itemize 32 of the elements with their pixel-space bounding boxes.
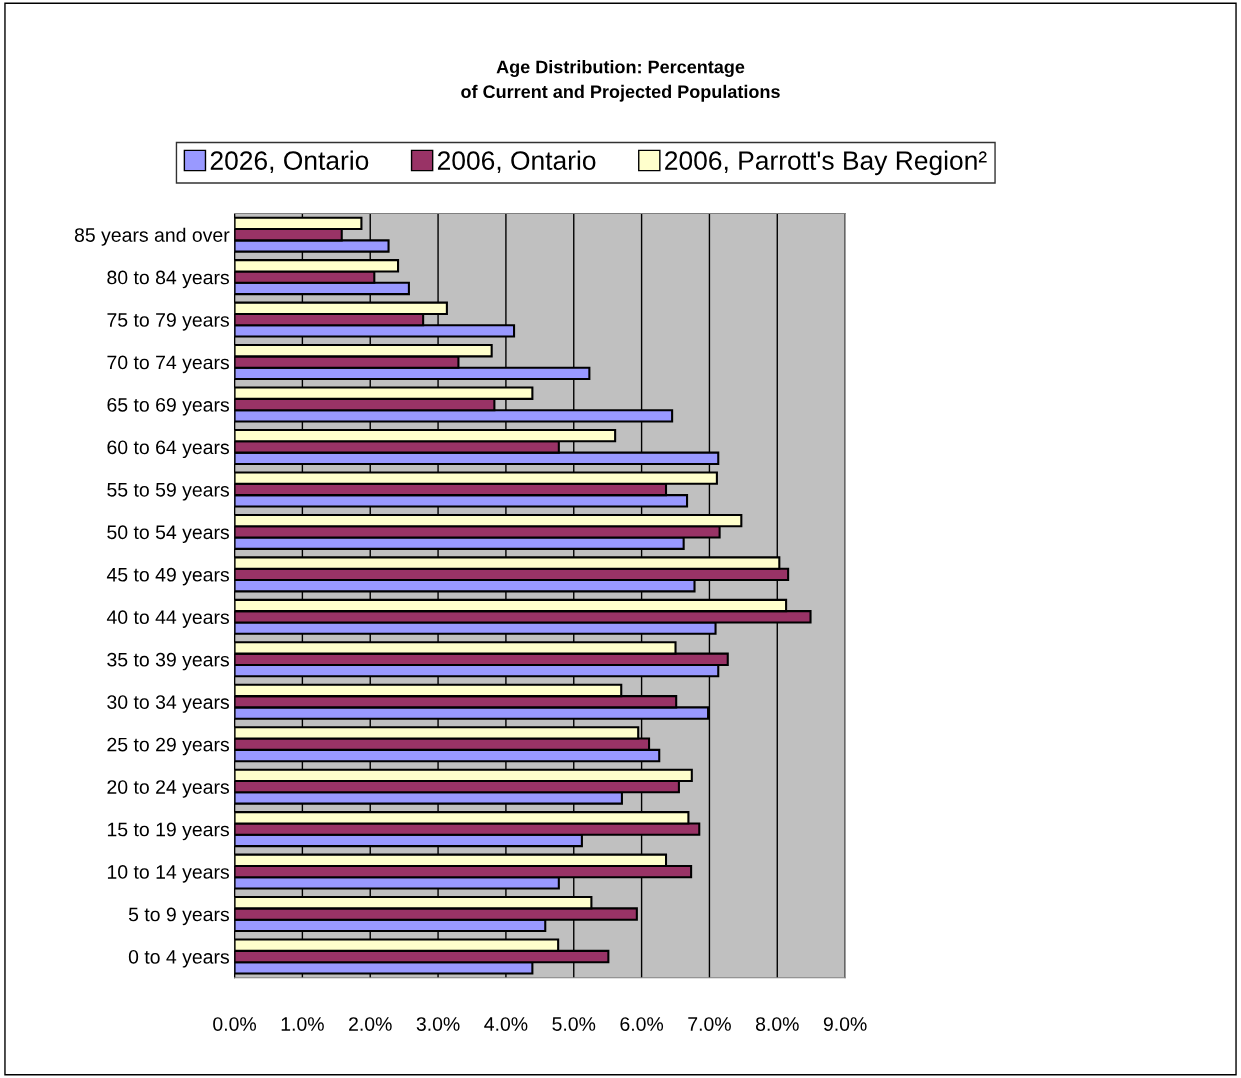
y-tick-label: 75 to 79 years <box>107 313 229 331</box>
x-tick-label: 5.0% <box>552 1017 596 1031</box>
y-tick-label: 80 to 84 years <box>107 270 229 289</box>
x-tick-label: 4.0% <box>484 1017 528 1031</box>
y-tick-label: 25 to 29 years <box>107 737 229 756</box>
legend-label: 2006, Ontario <box>437 150 596 174</box>
x-tick-label: 1.0% <box>281 1017 324 1031</box>
x-tick-label: 7.0% <box>688 1017 731 1031</box>
y-tick-label: 30 to 34 years <box>107 695 229 713</box>
y-tick-label: 55 to 59 years <box>107 482 229 501</box>
y-tick-label: 50 to 54 years <box>107 525 229 543</box>
x-tick-label: 8.0% <box>755 1017 799 1031</box>
y-tick-label: 70 to 74 years <box>107 355 229 374</box>
legend-label: 2006, Parrott's Bay Region² <box>665 150 987 176</box>
y-tick-label: 35 to 39 years <box>107 652 229 671</box>
x-tick-label: 2.0% <box>349 1017 392 1031</box>
x-tick-label: 0.0% <box>213 1017 257 1031</box>
x-tick-label: 3.0% <box>416 1017 460 1031</box>
x-tick-label: 9.0% <box>823 1017 867 1031</box>
y-tick-label: 45 to 49 years <box>106 567 229 586</box>
y-tick-label: 20 to 24 years <box>107 780 229 798</box>
y-tick-label: 40 to 44 years <box>106 610 229 628</box>
chart-title: Age Distribution: Percentage of Current and Projected Populations <box>461 60 780 102</box>
y-tick-label: 65 to 69 years <box>107 397 229 416</box>
y-tick-label: 5 to 9 years <box>128 907 229 926</box>
x-tick-label: 6.0% <box>620 1017 664 1031</box>
legend-label: 2026, Ontario <box>210 150 369 174</box>
y-tick-label: 85 years and over <box>74 227 230 246</box>
y-tick-label: 15 to 19 years <box>107 822 229 841</box>
y-tick-label: 0 to 4 years <box>128 949 229 968</box>
y-tick-label: 60 to 64 years <box>107 440 229 459</box>
y-tick-label: 10 to 14 years <box>107 865 229 883</box>
